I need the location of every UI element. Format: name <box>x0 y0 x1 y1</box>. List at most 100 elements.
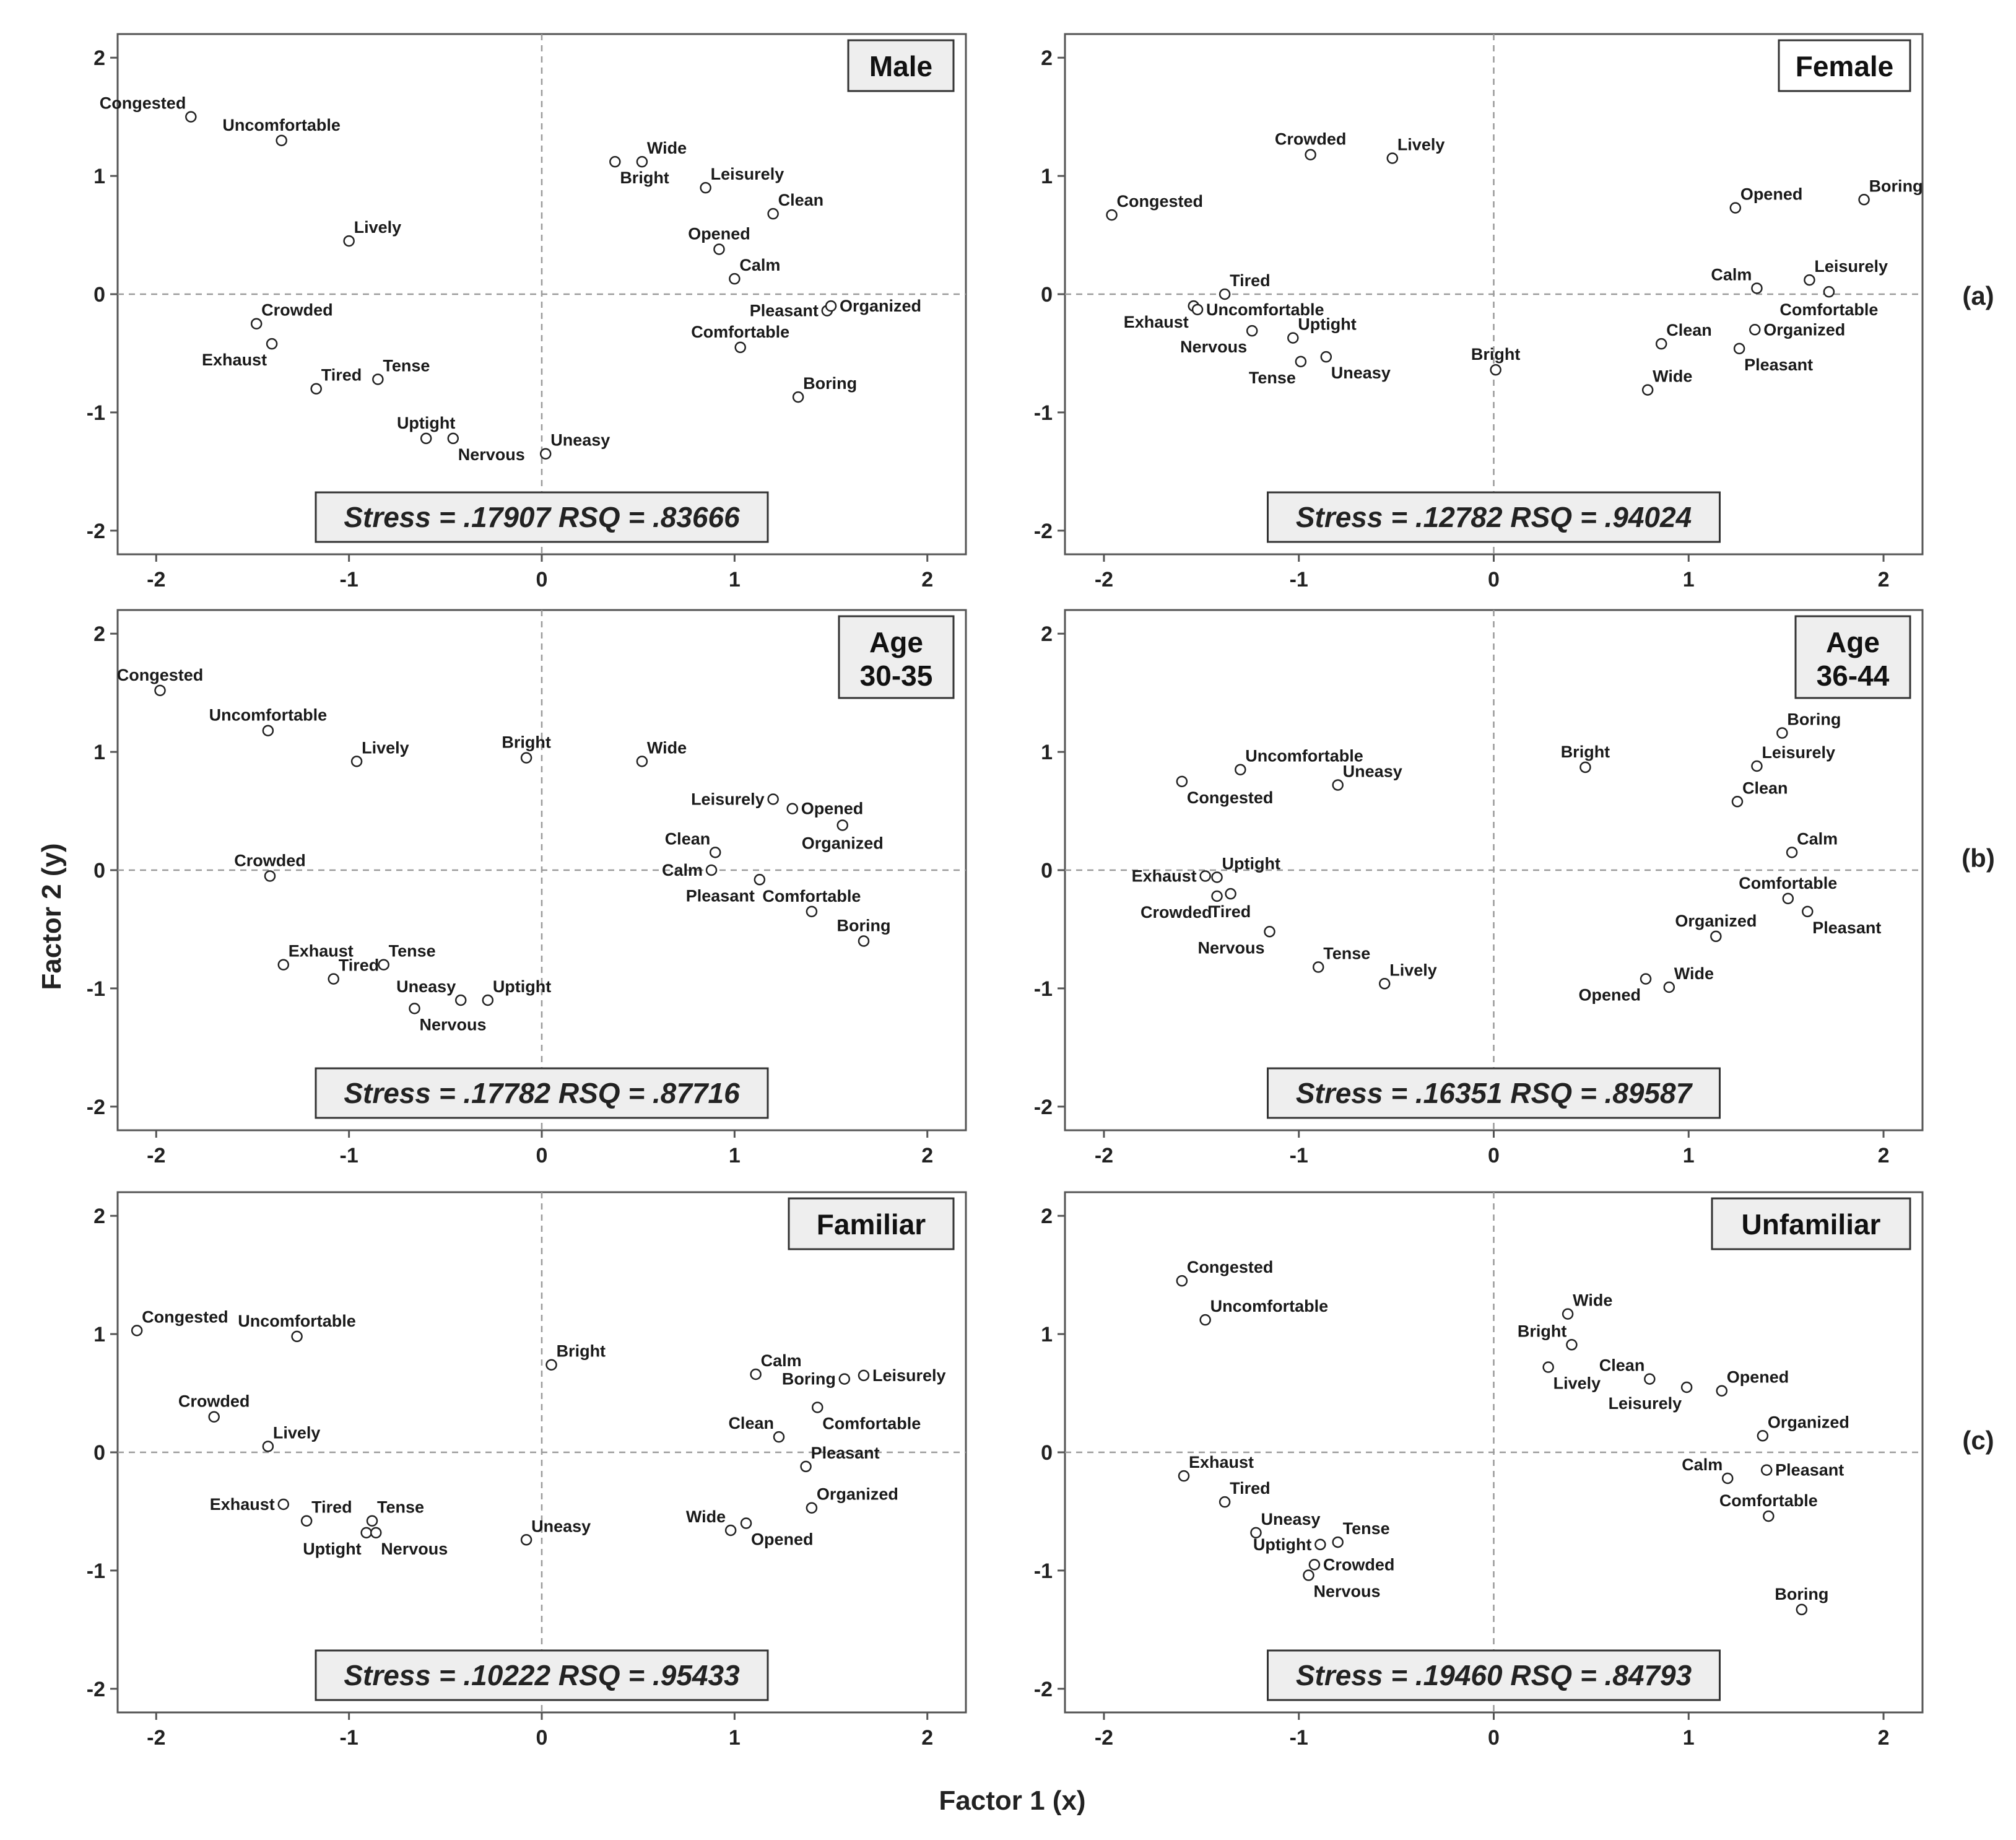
point-label: Wide <box>647 139 687 157</box>
point-label: Pleasant <box>1744 355 1813 374</box>
data-point <box>378 959 389 970</box>
data-point <box>1303 1569 1314 1581</box>
data-point <box>366 1515 378 1527</box>
data-point <box>1655 338 1667 350</box>
point-label: Wide <box>1573 1291 1612 1310</box>
point-label: Clean <box>665 829 711 848</box>
data-point <box>262 725 274 736</box>
x-tick-label: 1 <box>729 1726 741 1750</box>
data-point <box>262 1441 274 1452</box>
y-tick-label: 1 <box>93 1323 105 1346</box>
panel-title-line: Age <box>869 626 923 658</box>
data-point <box>740 1517 752 1529</box>
y-tick-label: -1 <box>1034 401 1053 425</box>
data-point <box>454 994 467 1006</box>
data-point <box>1721 1472 1734 1485</box>
point-label: Crowded <box>1323 1555 1395 1574</box>
point-label: Congested <box>1187 788 1274 807</box>
x-tick-label: 2 <box>921 568 933 591</box>
data-point <box>539 448 552 460</box>
data-point <box>1199 1314 1211 1326</box>
data-point <box>700 181 711 194</box>
point-label: Uneasy <box>1343 762 1402 781</box>
data-point <box>1542 1361 1554 1373</box>
point-label: Tired <box>339 956 380 975</box>
data-point <box>767 793 779 805</box>
panel-0: -2 -1 0 1 2 -2 -1 0 1 2 Male Stress = .17907 RSQ = … <box>87 33 967 591</box>
point-label: Nervous <box>420 1015 487 1034</box>
point-label: Wide <box>647 738 687 757</box>
y-tick-label: -2 <box>1034 1678 1053 1701</box>
x-tick-label: 1 <box>1683 568 1695 591</box>
point-label: Uptight <box>1222 854 1280 873</box>
data-point <box>310 383 322 395</box>
data-point <box>1246 325 1258 337</box>
data-point <box>277 1498 290 1511</box>
data-point <box>1219 1496 1231 1508</box>
data-point <box>1314 1538 1326 1551</box>
data-point <box>185 111 197 123</box>
point-label: Uptight <box>397 414 455 432</box>
x-tick-label: 2 <box>921 1726 933 1750</box>
data-point <box>729 273 741 285</box>
data-point <box>1716 1385 1728 1397</box>
data-point <box>131 1325 143 1336</box>
panel-title-box <box>788 1197 955 1250</box>
data-point <box>636 756 648 767</box>
data-point <box>1176 1275 1188 1287</box>
data-point <box>705 864 718 876</box>
point-label: Boring <box>1869 177 1923 195</box>
y-tick-label: 1 <box>93 165 105 188</box>
stress-box <box>1267 1067 1721 1119</box>
data-point <box>1106 209 1118 221</box>
point-label: Lively <box>1389 961 1437 979</box>
stress-box <box>315 491 769 543</box>
x-tick-label: 0 <box>1488 1144 1500 1167</box>
data-point <box>264 870 276 882</box>
data-point <box>1733 342 1745 355</box>
y-tick-label: -1 <box>87 1559 105 1583</box>
point-label: Wide <box>686 1507 726 1526</box>
point-label: Lively <box>1397 135 1445 154</box>
x-tick-label: 2 <box>1878 1726 1890 1750</box>
point-label: Organized <box>1763 320 1845 339</box>
data-point <box>482 994 494 1006</box>
data-point <box>1305 149 1316 160</box>
data-point <box>1579 761 1591 774</box>
point-label: Boring <box>803 374 857 393</box>
data-point <box>1562 1308 1574 1320</box>
point-label: Tired <box>1230 271 1271 290</box>
point-label: Calm <box>1682 1455 1723 1474</box>
point-label: Tense <box>1343 1519 1390 1538</box>
data-point <box>1782 892 1794 905</box>
data-point <box>520 1534 532 1546</box>
y-tick-label: 2 <box>1041 1205 1053 1228</box>
point-label: Congested <box>142 1307 228 1326</box>
point-label: Lively <box>362 738 409 757</box>
data-point <box>792 391 804 403</box>
panel-title-box <box>838 615 955 699</box>
y-axis-label: Factor 2 (y) <box>37 843 67 990</box>
point-label: Comfortable <box>1719 1491 1818 1510</box>
x-tick-label: 0 <box>1488 568 1500 591</box>
x-tick-label: -1 <box>1290 568 1308 591</box>
data-point <box>1308 1559 1321 1571</box>
point-label: Nervous <box>1197 938 1264 957</box>
stress-rsq-text: Stress = .19460 RSQ = .84793 <box>1296 1659 1692 1691</box>
data-point <box>545 1359 557 1371</box>
data-point <box>370 1527 382 1539</box>
point-label: Bright <box>1471 345 1520 364</box>
x-tick-label: 2 <box>1878 568 1890 591</box>
point-label: Boring <box>1787 710 1841 729</box>
stress-box <box>1267 491 1721 543</box>
point-label: Bright <box>1518 1322 1566 1340</box>
data-point <box>1490 364 1501 376</box>
point-label: Boring <box>1775 1585 1828 1603</box>
x-tick-label: 0 <box>1488 1726 1500 1750</box>
point-label: Uncomfortable <box>1245 747 1363 765</box>
data-point <box>372 373 384 385</box>
data-point <box>1858 194 1870 206</box>
point-label: Organized <box>802 834 884 852</box>
panel-5: -2 -1 0 1 2 -2 -1 0 1 2 Unfamiliar Stress = .19460 … <box>1034 1191 1924 1750</box>
